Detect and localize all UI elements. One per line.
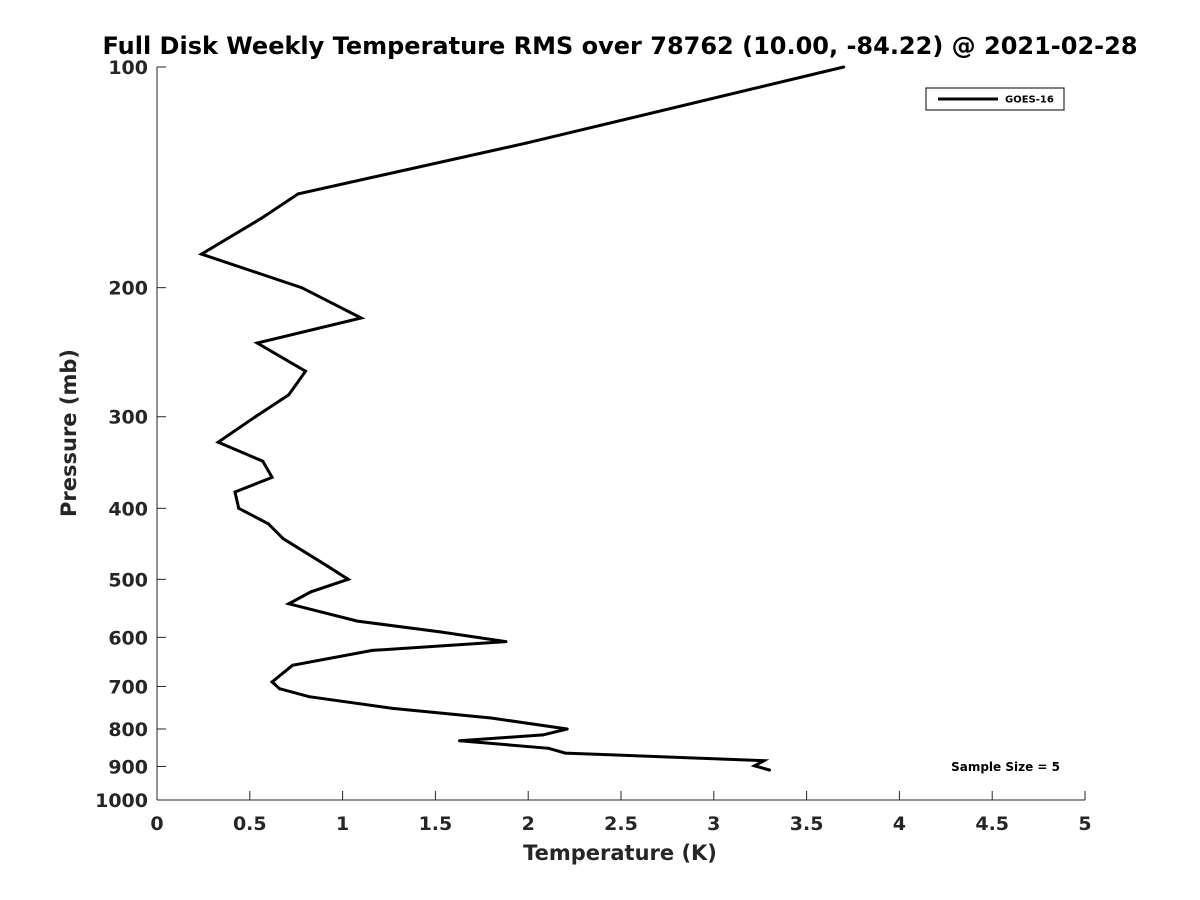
series-point — [296, 192, 300, 196]
series-point — [259, 217, 263, 221]
y-axis-label: Pressure (mb) — [57, 349, 81, 517]
series-line-goes-16 — [197, 65, 845, 772]
series-point — [266, 522, 270, 526]
series-point — [762, 759, 766, 763]
series-point — [326, 564, 330, 568]
series-point — [270, 680, 274, 684]
x-tick-label: 4 — [893, 813, 906, 835]
series-point — [304, 369, 307, 373]
series-point — [768, 768, 771, 772]
series-point — [391, 706, 395, 710]
series-point — [547, 746, 551, 750]
series-point — [541, 733, 545, 737]
y-tick-label: 200 — [108, 278, 148, 300]
series-point — [842, 65, 846, 69]
series-point — [237, 506, 241, 510]
sample-size-annotation: Sample Size = 5 — [951, 760, 1060, 774]
series-point — [355, 619, 359, 623]
x-tick-label: 2.5 — [604, 813, 638, 835]
series-point — [287, 393, 291, 397]
x-axis: 0 0.5 1 1.5 2 2.5 3 3.5 4 4.5 5 — [150, 791, 1092, 835]
series-point — [216, 440, 220, 444]
x-tick-label: 5 — [1078, 813, 1091, 835]
y-tick-label: 1000 — [95, 790, 148, 812]
x-tick-label: 3.5 — [790, 813, 824, 835]
series-point — [307, 695, 311, 699]
series-point — [200, 252, 203, 256]
y-tick-label: 800 — [108, 719, 148, 741]
y-axis: 100 200 300 400 500 600 700 800 900 1000 — [95, 57, 166, 812]
y-tick-label: 900 — [108, 756, 148, 778]
x-tick-label: 1.5 — [419, 813, 453, 835]
series-point — [309, 590, 313, 594]
y-tick-label: 100 — [108, 57, 148, 79]
legend: GOES-16 — [925, 87, 1065, 111]
x-tick-label: 1 — [336, 813, 349, 835]
y-tick-label: 400 — [108, 498, 148, 520]
series-point — [233, 490, 237, 494]
series-point — [346, 577, 350, 581]
series-point — [287, 602, 291, 606]
series-point — [439, 630, 443, 634]
series-point — [300, 286, 304, 290]
series-point — [563, 751, 567, 755]
series-point — [270, 475, 274, 479]
plot-area — [157, 67, 1085, 800]
series-point — [291, 663, 294, 667]
x-tick-label: 2 — [522, 813, 535, 835]
series-point — [489, 716, 493, 720]
series-point — [753, 764, 757, 768]
series-layer — [197, 65, 846, 772]
y-tick-label: 700 — [108, 676, 148, 698]
x-tick-label: 3 — [707, 813, 720, 835]
x-tick-label: 0.5 — [233, 813, 267, 835]
y-tick-label: 500 — [108, 569, 148, 591]
series-point — [255, 341, 259, 345]
series-point — [524, 141, 528, 145]
series-point — [281, 537, 285, 541]
chart-title: Full Disk Weekly Temperature RMS over 78… — [102, 32, 1137, 60]
series-point — [370, 648, 374, 652]
series-point — [504, 640, 508, 644]
legend-label-goes-16: GOES-16 — [1005, 95, 1054, 106]
series-point — [278, 687, 281, 691]
series-point — [359, 316, 363, 320]
series-point — [565, 727, 569, 731]
series-point — [458, 739, 461, 743]
series-point — [261, 459, 265, 463]
x-axis-label: Temperature (K) — [523, 841, 717, 865]
series-point — [253, 415, 257, 419]
x-tick-label: 0 — [150, 813, 163, 835]
y-tick-label: 300 — [108, 407, 148, 429]
x-tick-label: 4.5 — [975, 813, 1009, 835]
y-tick-label: 600 — [108, 627, 148, 649]
